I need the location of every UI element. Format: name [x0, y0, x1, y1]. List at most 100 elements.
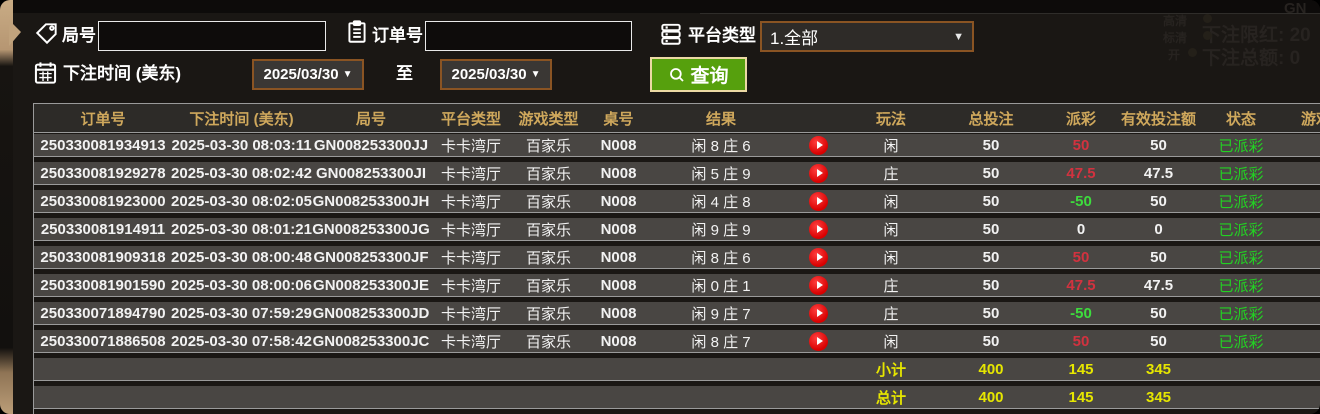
cell-platform: 卡卡湾厅 [440, 249, 501, 267]
cell-payout: 50 [1072, 136, 1090, 154]
replay-cell [791, 274, 846, 296]
table-row: 250330081909318 2025-03-30 08:00:48 GN0082… [34, 246, 1320, 269]
replay-video-button[interactable] [809, 163, 828, 183]
calendar-icon [32, 59, 59, 86]
table-row: 250330081929278 2025-03-30 08:02:42 GN0082… [34, 162, 1320, 185]
date-to-picker[interactable]: 2025/03/30 ▼ [440, 59, 552, 90]
date-to-label: 至 [396, 64, 413, 83]
platform-type-select[interactable]: 1.全部 ▼ [760, 21, 974, 52]
cell-game-type: 百家乐 [525, 137, 571, 155]
col-header-game: 游戏 [1300, 110, 1320, 128]
replay-cell [791, 302, 846, 324]
col-header-valid-bet: 有效投注额 [1120, 110, 1196, 128]
col-header-order: 订单号 [80, 110, 126, 128]
round-no-label: 局号 [62, 26, 96, 45]
cell-payout: 47.5 [1066, 164, 1096, 182]
cell-order: 250330081909318 [40, 248, 166, 266]
cell-table-no: N008 [600, 332, 637, 350]
query-button[interactable]: 查询 [650, 57, 747, 92]
replay-video-button[interactable] [809, 331, 828, 351]
cell-round: GN008253300JI [315, 164, 427, 182]
cell-order: 250330071886508 [40, 332, 166, 350]
replay-video-button[interactable] [809, 219, 828, 239]
replay-video-button[interactable] [809, 303, 828, 323]
cell-game-type: 百家乐 [525, 333, 571, 351]
subtotal-bet: 400 [978, 360, 1004, 378]
col-header-round: 局号 [355, 110, 386, 128]
cell-game [1281, 246, 1320, 268]
cell-order: 250330071894790 [40, 304, 166, 322]
cell-bet-time: 2025-03-30 08:03:11 [171, 136, 312, 154]
cell-valid-bet: 50 [1150, 136, 1167, 154]
replay-video-button[interactable] [809, 191, 828, 211]
cell-table-no: N008 [600, 164, 637, 182]
table-row: 250330081901590 2025-03-30 08:00:06 GN0082… [34, 274, 1320, 297]
cell-payout: -50 [1070, 192, 1092, 210]
cell-total-bet: 50 [982, 192, 1000, 210]
cell-valid-bet: 50 [1150, 304, 1167, 322]
col-header-game-type: 游戏类型 [518, 110, 579, 128]
cell-table-no: N008 [600, 136, 637, 154]
cell-play-type: 闲 [883, 221, 899, 239]
replay-cell [791, 134, 846, 156]
cell-game [1281, 218, 1320, 240]
hud-round-fragment: GN [1284, 0, 1307, 17]
cell-total-bet: 50 [982, 248, 1000, 266]
cell-game-type: 百家乐 [525, 277, 571, 295]
hud-hd-label: 高清 [1163, 14, 1188, 28]
cell-game [1281, 330, 1320, 352]
cell-platform: 卡卡湾厅 [440, 221, 501, 239]
cell-status: 已派彩 [1218, 305, 1264, 323]
replay-video-button[interactable] [809, 247, 828, 267]
cell-total-bet: 50 [982, 304, 1000, 322]
cell-game [1281, 302, 1320, 324]
cell-result: 闲 0 庄 1 [691, 277, 751, 295]
cell-play-type: 庄 [883, 277, 899, 295]
cell-bet-time: 2025-03-30 07:59:29 [171, 304, 312, 322]
replay-cell [791, 162, 846, 184]
chevron-down-icon: ▼ [530, 69, 541, 80]
cell-round: GN008253300JC [312, 332, 430, 350]
cell-round: GN008253300JF [313, 248, 429, 266]
cell-status: 已派彩 [1218, 165, 1264, 183]
platform-type-label: 平台类型 [688, 26, 756, 45]
cell-play-type: 闲 [883, 333, 899, 351]
total-bet: 400 [978, 388, 1004, 406]
order-no-input[interactable] [425, 21, 632, 51]
table-body: 250330081934913 2025-03-30 08:03:11 GN0082… [34, 134, 1320, 353]
cell-order: 250330081923000 [40, 192, 166, 210]
col-header-result: 结果 [705, 110, 736, 128]
replay-video-button[interactable] [809, 135, 828, 155]
order-no-label: 订单号 [372, 26, 423, 45]
cell-valid-bet: 0 [1154, 220, 1163, 238]
date-from-picker[interactable]: 2025/03/30 ▼ [252, 59, 364, 90]
cell-platform: 卡卡湾厅 [440, 137, 501, 155]
replay-video-button[interactable] [809, 275, 828, 295]
cell-platform: 卡卡湾厅 [440, 333, 501, 351]
cell-table-no: N008 [600, 276, 637, 294]
subtotal-label: 小计 [875, 361, 906, 379]
round-no-input[interactable] [98, 21, 326, 51]
platform-type-value: 1.全部 [770, 29, 819, 48]
replay-cell [791, 218, 846, 240]
total-valid-bet: 345 [1145, 388, 1172, 406]
cell-result: 闲 9 庄 9 [691, 221, 751, 239]
replay-cell [791, 190, 846, 212]
total-label: 总计 [875, 389, 906, 407]
cell-game-type: 百家乐 [525, 305, 571, 323]
col-header-platform: 平台类型 [440, 110, 501, 128]
background-divider [700, 13, 1320, 14]
cell-payout: 50 [1072, 332, 1090, 350]
cell-status: 已派彩 [1218, 193, 1264, 211]
col-header-total-bet: 总投注 [968, 110, 1014, 128]
col-header-bet-time: 下注时间 (美东) [189, 110, 294, 128]
cell-status: 已派彩 [1218, 277, 1264, 295]
cell-bet-time: 2025-03-30 08:02:42 [171, 164, 312, 182]
cell-status: 已派彩 [1218, 249, 1264, 267]
hud-bet-limit: 下注限红: 20 [1202, 25, 1311, 46]
platform-icon [658, 21, 684, 47]
cell-bet-time: 2025-03-30 08:00:48 [171, 248, 312, 266]
cell-game-type: 百家乐 [525, 221, 571, 239]
cell-result: 闲 8 庄 6 [691, 137, 751, 155]
